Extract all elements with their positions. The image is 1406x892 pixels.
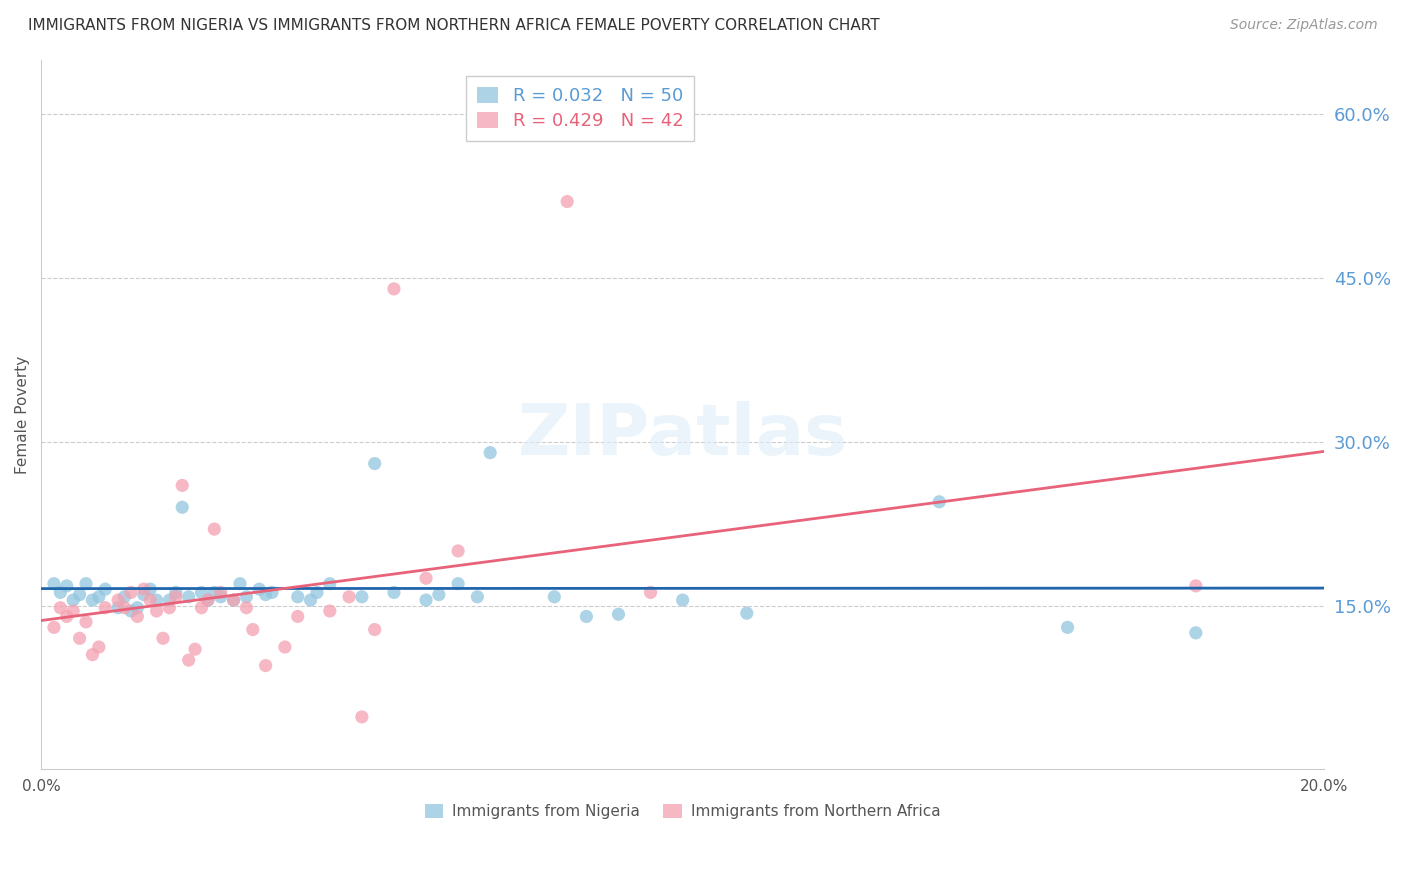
Immigrants from Northern Africa <box>177 653 200 667</box>
Immigrants from Nigeria <box>165 585 187 599</box>
Immigrants from Nigeria <box>114 590 136 604</box>
Immigrants from Nigeria <box>1185 625 1208 640</box>
Immigrants from Nigeria <box>139 582 162 596</box>
Text: ZIPatlas: ZIPatlas <box>517 401 848 470</box>
Immigrants from Nigeria <box>543 590 565 604</box>
Immigrants from Northern Africa <box>364 623 387 637</box>
Immigrants from Nigeria <box>62 593 84 607</box>
Immigrants from Nigeria <box>190 585 212 599</box>
Immigrants from Northern Africa <box>82 648 104 662</box>
Immigrants from Northern Africa <box>197 593 219 607</box>
Immigrants from Nigeria <box>222 593 245 607</box>
Immigrants from Nigeria <box>607 607 630 622</box>
Immigrants from Nigeria <box>447 576 470 591</box>
Legend: Immigrants from Nigeria, Immigrants from Northern Africa: Immigrants from Nigeria, Immigrants from… <box>419 798 946 825</box>
Immigrants from Nigeria <box>107 600 129 615</box>
Immigrants from Northern Africa <box>165 590 187 604</box>
Immigrants from Nigeria <box>479 445 502 459</box>
Immigrants from Northern Africa <box>184 642 207 657</box>
Immigrants from Northern Africa <box>87 640 110 654</box>
Immigrants from Northern Africa <box>415 571 437 585</box>
Immigrants from Northern Africa <box>202 522 225 536</box>
Immigrants from Nigeria <box>467 590 489 604</box>
Immigrants from Nigeria <box>247 582 270 596</box>
Immigrants from Northern Africa <box>132 582 155 596</box>
Immigrants from Nigeria <box>202 585 225 599</box>
Immigrants from Nigeria <box>672 593 695 607</box>
Immigrants from Nigeria <box>197 593 219 607</box>
Immigrants from Northern Africa <box>350 710 373 724</box>
Immigrants from Nigeria <box>1056 620 1078 634</box>
Immigrants from Nigeria <box>75 576 97 591</box>
Immigrants from Northern Africa <box>209 585 232 599</box>
Immigrants from Nigeria <box>94 582 117 596</box>
Immigrants from Northern Africa <box>640 585 662 599</box>
Immigrants from Nigeria <box>319 576 342 591</box>
Immigrants from Northern Africa <box>319 604 342 618</box>
Immigrants from Northern Africa <box>242 623 264 637</box>
Immigrants from Nigeria <box>172 500 194 515</box>
Immigrants from Northern Africa <box>49 600 72 615</box>
Immigrants from Northern Africa <box>139 593 162 607</box>
Immigrants from Northern Africa <box>75 615 97 629</box>
Immigrants from Northern Africa <box>235 600 257 615</box>
Immigrants from Northern Africa <box>152 632 174 646</box>
Immigrants from Nigeria <box>928 495 950 509</box>
Immigrants from Nigeria <box>229 576 252 591</box>
Immigrants from Nigeria <box>735 606 758 620</box>
Immigrants from Nigeria <box>382 585 405 599</box>
Immigrants from Nigeria <box>157 593 180 607</box>
Immigrants from Nigeria <box>427 588 450 602</box>
Immigrants from Nigeria <box>209 590 232 604</box>
Immigrants from Nigeria <box>260 585 283 599</box>
Immigrants from Nigeria <box>127 600 149 615</box>
Immigrants from Northern Africa <box>1185 579 1208 593</box>
Immigrants from Northern Africa <box>382 282 405 296</box>
Immigrants from Northern Africa <box>127 609 149 624</box>
Immigrants from Nigeria <box>49 585 72 599</box>
Immigrants from Northern Africa <box>222 593 245 607</box>
Immigrants from Northern Africa <box>337 590 360 604</box>
Immigrants from Northern Africa <box>555 194 578 209</box>
Immigrants from Northern Africa <box>69 632 91 646</box>
Immigrants from Northern Africa <box>42 620 65 634</box>
Immigrants from Northern Africa <box>172 478 194 492</box>
Immigrants from Nigeria <box>145 593 167 607</box>
Immigrants from Nigeria <box>55 579 77 593</box>
Immigrants from Northern Africa <box>120 585 142 599</box>
Text: Source: ZipAtlas.com: Source: ZipAtlas.com <box>1230 18 1378 32</box>
Immigrants from Northern Africa <box>254 658 277 673</box>
Immigrants from Nigeria <box>364 457 387 471</box>
Immigrants from Nigeria <box>415 593 437 607</box>
Text: IMMIGRANTS FROM NIGERIA VS IMMIGRANTS FROM NORTHERN AFRICA FEMALE POVERTY CORREL: IMMIGRANTS FROM NIGERIA VS IMMIGRANTS FR… <box>28 18 880 33</box>
Immigrants from Nigeria <box>82 593 104 607</box>
Immigrants from Northern Africa <box>287 609 309 624</box>
Immigrants from Northern Africa <box>190 600 212 615</box>
Immigrants from Nigeria <box>350 590 373 604</box>
Immigrants from Nigeria <box>177 590 200 604</box>
Immigrants from Nigeria <box>87 590 110 604</box>
Immigrants from Nigeria <box>42 576 65 591</box>
Immigrants from Northern Africa <box>107 593 129 607</box>
Immigrants from Nigeria <box>299 593 322 607</box>
Immigrants from Northern Africa <box>145 604 167 618</box>
Immigrants from Nigeria <box>287 590 309 604</box>
Immigrants from Northern Africa <box>114 600 136 615</box>
Immigrants from Northern Africa <box>62 604 84 618</box>
Immigrants from Nigeria <box>305 585 328 599</box>
Immigrants from Northern Africa <box>55 609 77 624</box>
Immigrants from Nigeria <box>132 588 155 602</box>
Immigrants from Northern Africa <box>274 640 297 654</box>
Immigrants from Northern Africa <box>94 600 117 615</box>
Immigrants from Northern Africa <box>157 600 180 615</box>
Immigrants from Nigeria <box>120 604 142 618</box>
Immigrants from Nigeria <box>69 588 91 602</box>
Immigrants from Nigeria <box>235 590 257 604</box>
Immigrants from Nigeria <box>254 588 277 602</box>
Immigrants from Northern Africa <box>447 544 470 558</box>
Y-axis label: Female Poverty: Female Poverty <box>15 355 30 474</box>
Immigrants from Nigeria <box>575 609 598 624</box>
